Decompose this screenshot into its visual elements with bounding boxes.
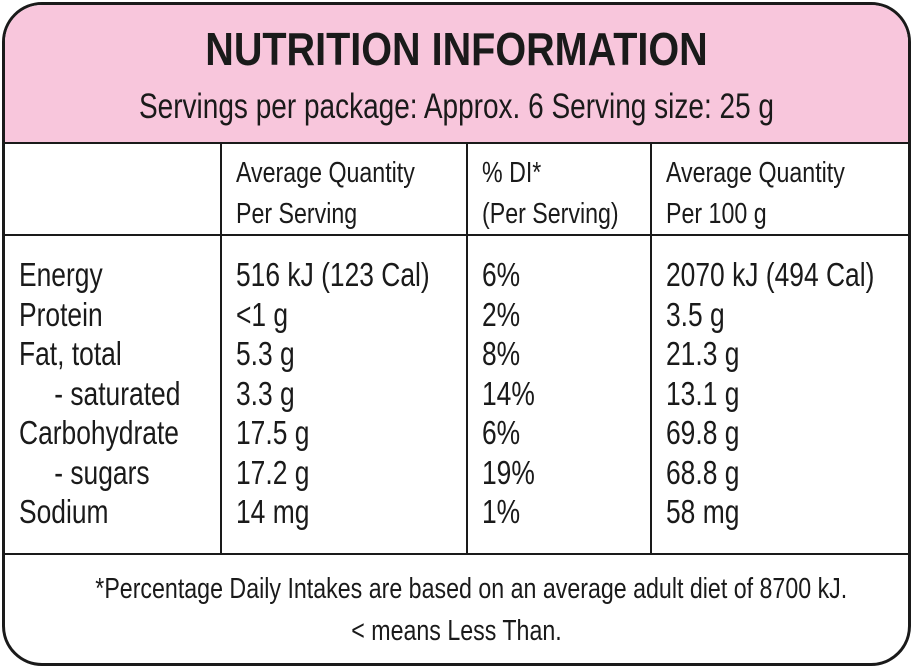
per-100g-value: 3.5 g <box>666 295 725 333</box>
per-serving-value: 17.2 g <box>236 453 310 491</box>
per-serving-column: 516 kJ (123 Cal) <1 g 5.3 g 3.3 g 17.5 g… <box>236 255 478 532</box>
column-divider <box>220 144 222 554</box>
per-serving-value: 14 mg <box>236 493 310 530</box>
nutrient-name: - saturated <box>54 374 181 412</box>
nutrient-name: Carbohydrate <box>19 414 179 451</box>
di-value: 1% <box>482 493 521 530</box>
di-value: 8% <box>482 335 521 372</box>
panel-title: NUTRITION INFORMATION <box>205 23 708 75</box>
column-divider <box>650 144 652 554</box>
di-value: 19% <box>482 453 535 491</box>
di-column: 6% 2% 8% 14% 6% 19% 1% <box>482 255 548 532</box>
di-value: 6% <box>482 256 521 293</box>
column-divider <box>466 144 468 554</box>
per-serving-value: 516 kJ (123 Cal) <box>236 256 430 293</box>
per-serving-value: <1 g <box>236 295 289 333</box>
nutrient-name: Protein <box>19 295 103 333</box>
servings-line: Servings per package: Approx. 6 Serving … <box>138 87 775 126</box>
footnote-line: *Percentage Daily Intakes are based on a… <box>95 573 848 605</box>
nutrient-name: Sodium <box>19 493 109 530</box>
column-header-per-serving: Average Quantity Per Serving <box>236 157 415 230</box>
per-100g-value: 58 mg <box>666 493 740 530</box>
header-row-divider <box>5 234 908 236</box>
per-100g-value: 21.3 g <box>666 335 740 372</box>
nutrient-name: Fat, total <box>19 335 122 372</box>
per-100g-value: 68.8 g <box>666 453 740 491</box>
per-serving-value: 3.3 g <box>236 374 295 412</box>
per-100g-column: 2070 kJ (494 Cal) 3.5 g 21.3 g 13.1 g 69… <box>666 255 908 532</box>
per-100g-value: 69.8 g <box>666 414 740 451</box>
di-value: 2% <box>482 295 521 333</box>
per-100g-value: 13.1 g <box>666 374 740 412</box>
di-value: 14% <box>482 374 535 412</box>
per-100g-value: 2070 kJ (494 Cal) <box>666 256 875 293</box>
nutrient-name-column: Energy Protein Fat, total - saturated Ca… <box>19 255 221 532</box>
column-header-di: % DI* (Per Serving) <box>482 157 619 230</box>
di-value: 6% <box>482 414 521 451</box>
column-header-per-100g: Average Quantity Per 100 g <box>666 157 845 230</box>
per-serving-value: 17.5 g <box>236 414 310 451</box>
footnote: *Percentage Daily Intakes are based on a… <box>5 568 908 652</box>
footnote-line: < means Less Than. <box>351 615 562 647</box>
per-serving-value: 5.3 g <box>236 335 295 372</box>
nutrient-name: Energy <box>19 256 103 293</box>
panel-header: NUTRITION INFORMATION Servings per packa… <box>5 5 908 144</box>
nutrient-name: - sugars <box>54 453 150 491</box>
footer-divider <box>5 553 908 555</box>
